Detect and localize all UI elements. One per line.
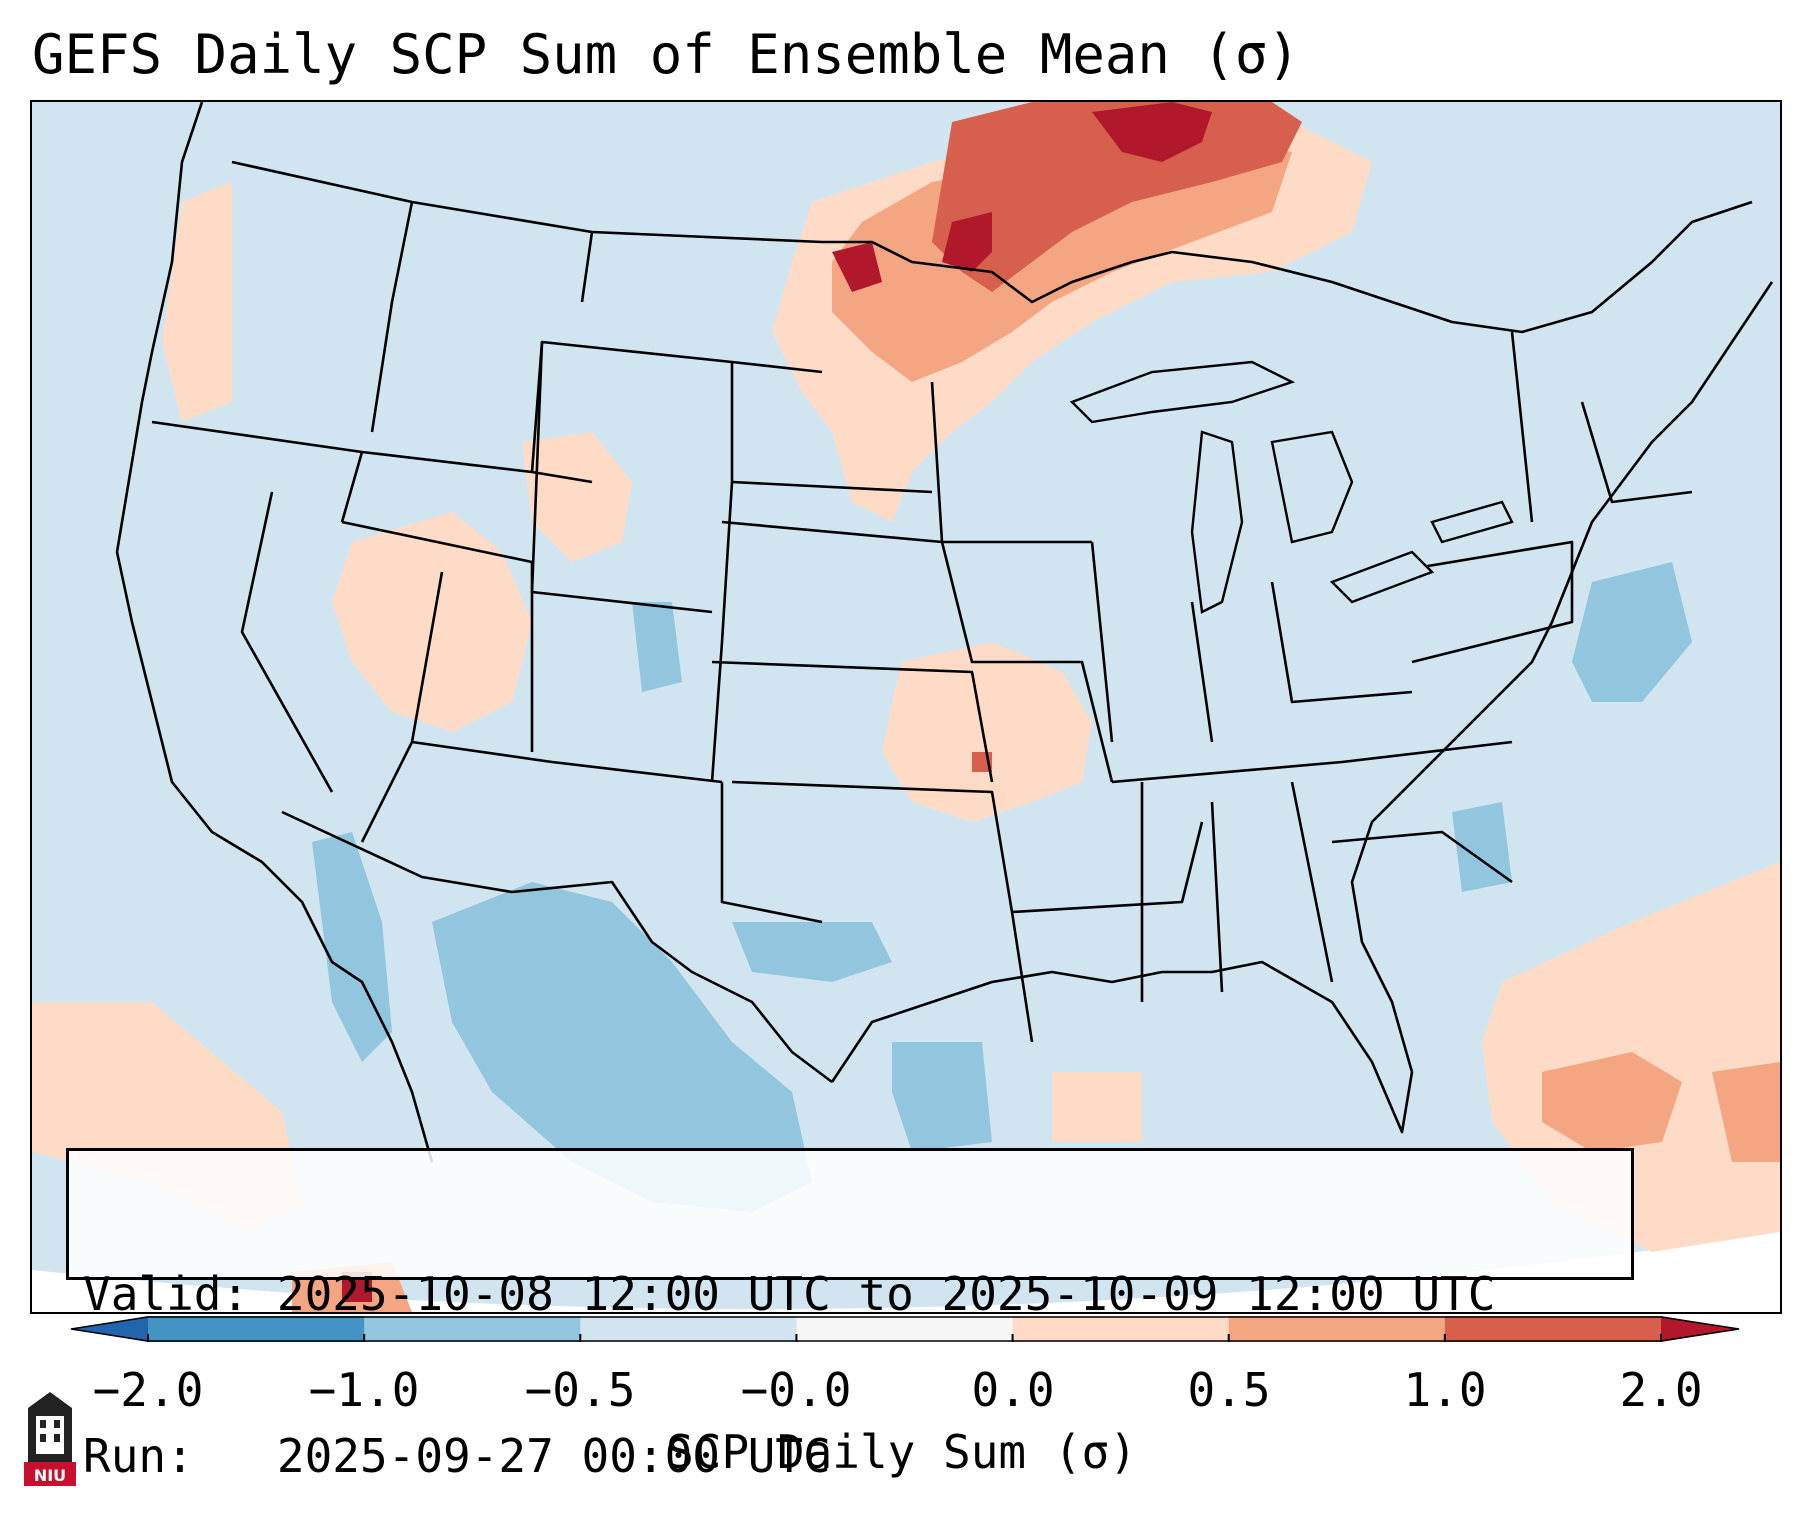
colorbar-tick-label: −1.0 — [308, 1363, 420, 1417]
state-borders — [115, 102, 1774, 1163]
colorbar-segment — [1444, 1316, 1662, 1342]
anomaly-patch — [1092, 102, 1212, 162]
run-label: Run: — [83, 1429, 194, 1483]
colorbar-under-triangle — [70, 1316, 148, 1342]
anomaly-patch — [942, 212, 992, 272]
anomaly-patch — [1712, 1062, 1780, 1162]
state-border — [411, 740, 723, 784]
state-border — [580, 231, 594, 303]
anomaly-patch — [1452, 802, 1512, 892]
colorbar-segment — [796, 1316, 1014, 1342]
lake-superior — [1069, 360, 1296, 424]
run-line: Run: 2025-09-27 00:00 UTC — [83, 1429, 1631, 1483]
valid-line: Valid: 2025-10-08 12:00 UTC to 2025-10-0… — [83, 1267, 1631, 1321]
colorbar-tick-label: −0.0 — [740, 1363, 852, 1417]
state-border — [240, 491, 334, 793]
state-border — [530, 341, 713, 614]
colorbar-over-triangle — [1661, 1316, 1740, 1342]
state-border — [1580, 401, 1693, 504]
map-panel[interactable] — [30, 100, 1782, 1314]
state-border — [1210, 801, 1224, 993]
colorbar-tick-label: 2.0 — [1619, 1363, 1703, 1417]
lake-ontario — [1430, 500, 1514, 544]
anomaly-patch — [892, 1042, 992, 1152]
state-border — [1331, 830, 1513, 884]
state-border — [340, 451, 364, 523]
colorbar-segment — [580, 1316, 797, 1342]
state-border — [710, 362, 734, 783]
anomaly-patch — [632, 602, 682, 692]
logo-badge — [24, 1462, 76, 1486]
colorbar-tick-label: 1.0 — [1403, 1363, 1487, 1417]
state-border — [1090, 541, 1114, 743]
colorbar-tick-label: −2.0 — [92, 1363, 204, 1417]
anomaly-patch — [432, 882, 812, 1212]
state-border — [930, 381, 944, 543]
state-border — [940, 541, 1114, 783]
valid-label: Valid: — [83, 1267, 250, 1321]
valid-value: 2025-10-08 12:00 UTC to 2025-10-09 12:00… — [276, 1267, 1496, 1321]
validity-info-box: Valid: 2025-10-08 12:00 UTC to 2025-10-0… — [66, 1148, 1634, 1483]
colorbar-segment — [364, 1316, 581, 1342]
colorbar-segment — [1012, 1316, 1230, 1342]
anomaly-patch — [932, 102, 1302, 292]
colorbar-label: SCP Daily Sum (σ) — [666, 1425, 1137, 1479]
lake-huron — [1270, 430, 1354, 544]
anomaly-patch — [882, 642, 1092, 822]
great-lakes — [1069, 360, 1514, 614]
colorbar-tick-label: 0.5 — [1187, 1363, 1271, 1417]
anomaly-patch — [1542, 1052, 1682, 1152]
state-border — [711, 660, 994, 783]
anomaly-patch — [162, 182, 232, 422]
lake-erie — [1329, 550, 1435, 604]
coastline — [115, 102, 434, 1163]
state-border — [1111, 740, 1513, 784]
state-border — [530, 340, 823, 473]
colorbar-segment — [148, 1316, 365, 1342]
us-canada-border — [231, 160, 1753, 334]
state-border — [1510, 331, 1534, 523]
state-border — [1290, 781, 1334, 983]
state-border — [720, 782, 823, 924]
niu-logo: NIU — [24, 1392, 76, 1486]
anomaly-patch — [1052, 1072, 1142, 1142]
anomaly-patch — [1572, 562, 1692, 702]
state-border — [1011, 821, 1204, 914]
state-border — [731, 480, 933, 494]
anomaly-patch — [522, 432, 632, 562]
state-border — [731, 780, 1034, 1043]
state-border — [151, 420, 593, 484]
anomaly-patch — [732, 922, 892, 982]
colorbar-tick-label: 0.0 — [971, 1363, 1055, 1417]
logo-text: NIU — [34, 1466, 66, 1485]
map-title: GEFS Daily SCP Sum of Ensemble Mean (σ) — [32, 23, 1300, 86]
lake-michigan — [1190, 430, 1244, 614]
anomaly-patch — [832, 242, 882, 292]
state-border — [1391, 540, 1574, 664]
colorbar-segment — [1228, 1316, 1446, 1342]
state-border — [1190, 601, 1214, 743]
state-border — [370, 201, 414, 433]
run-value: 2025-09-27 00:00 UTC — [276, 1429, 831, 1483]
us-mexico-border — [281, 810, 833, 1084]
state-border — [1270, 581, 1413, 704]
gulf-coast — [830, 281, 1774, 1134]
projection-edge — [32, 1232, 1780, 1312]
colorbar-tick-label: −0.5 — [524, 1363, 636, 1417]
colorbar — [70, 1316, 1740, 1342]
map-canvas[interactable] — [32, 102, 1780, 1312]
